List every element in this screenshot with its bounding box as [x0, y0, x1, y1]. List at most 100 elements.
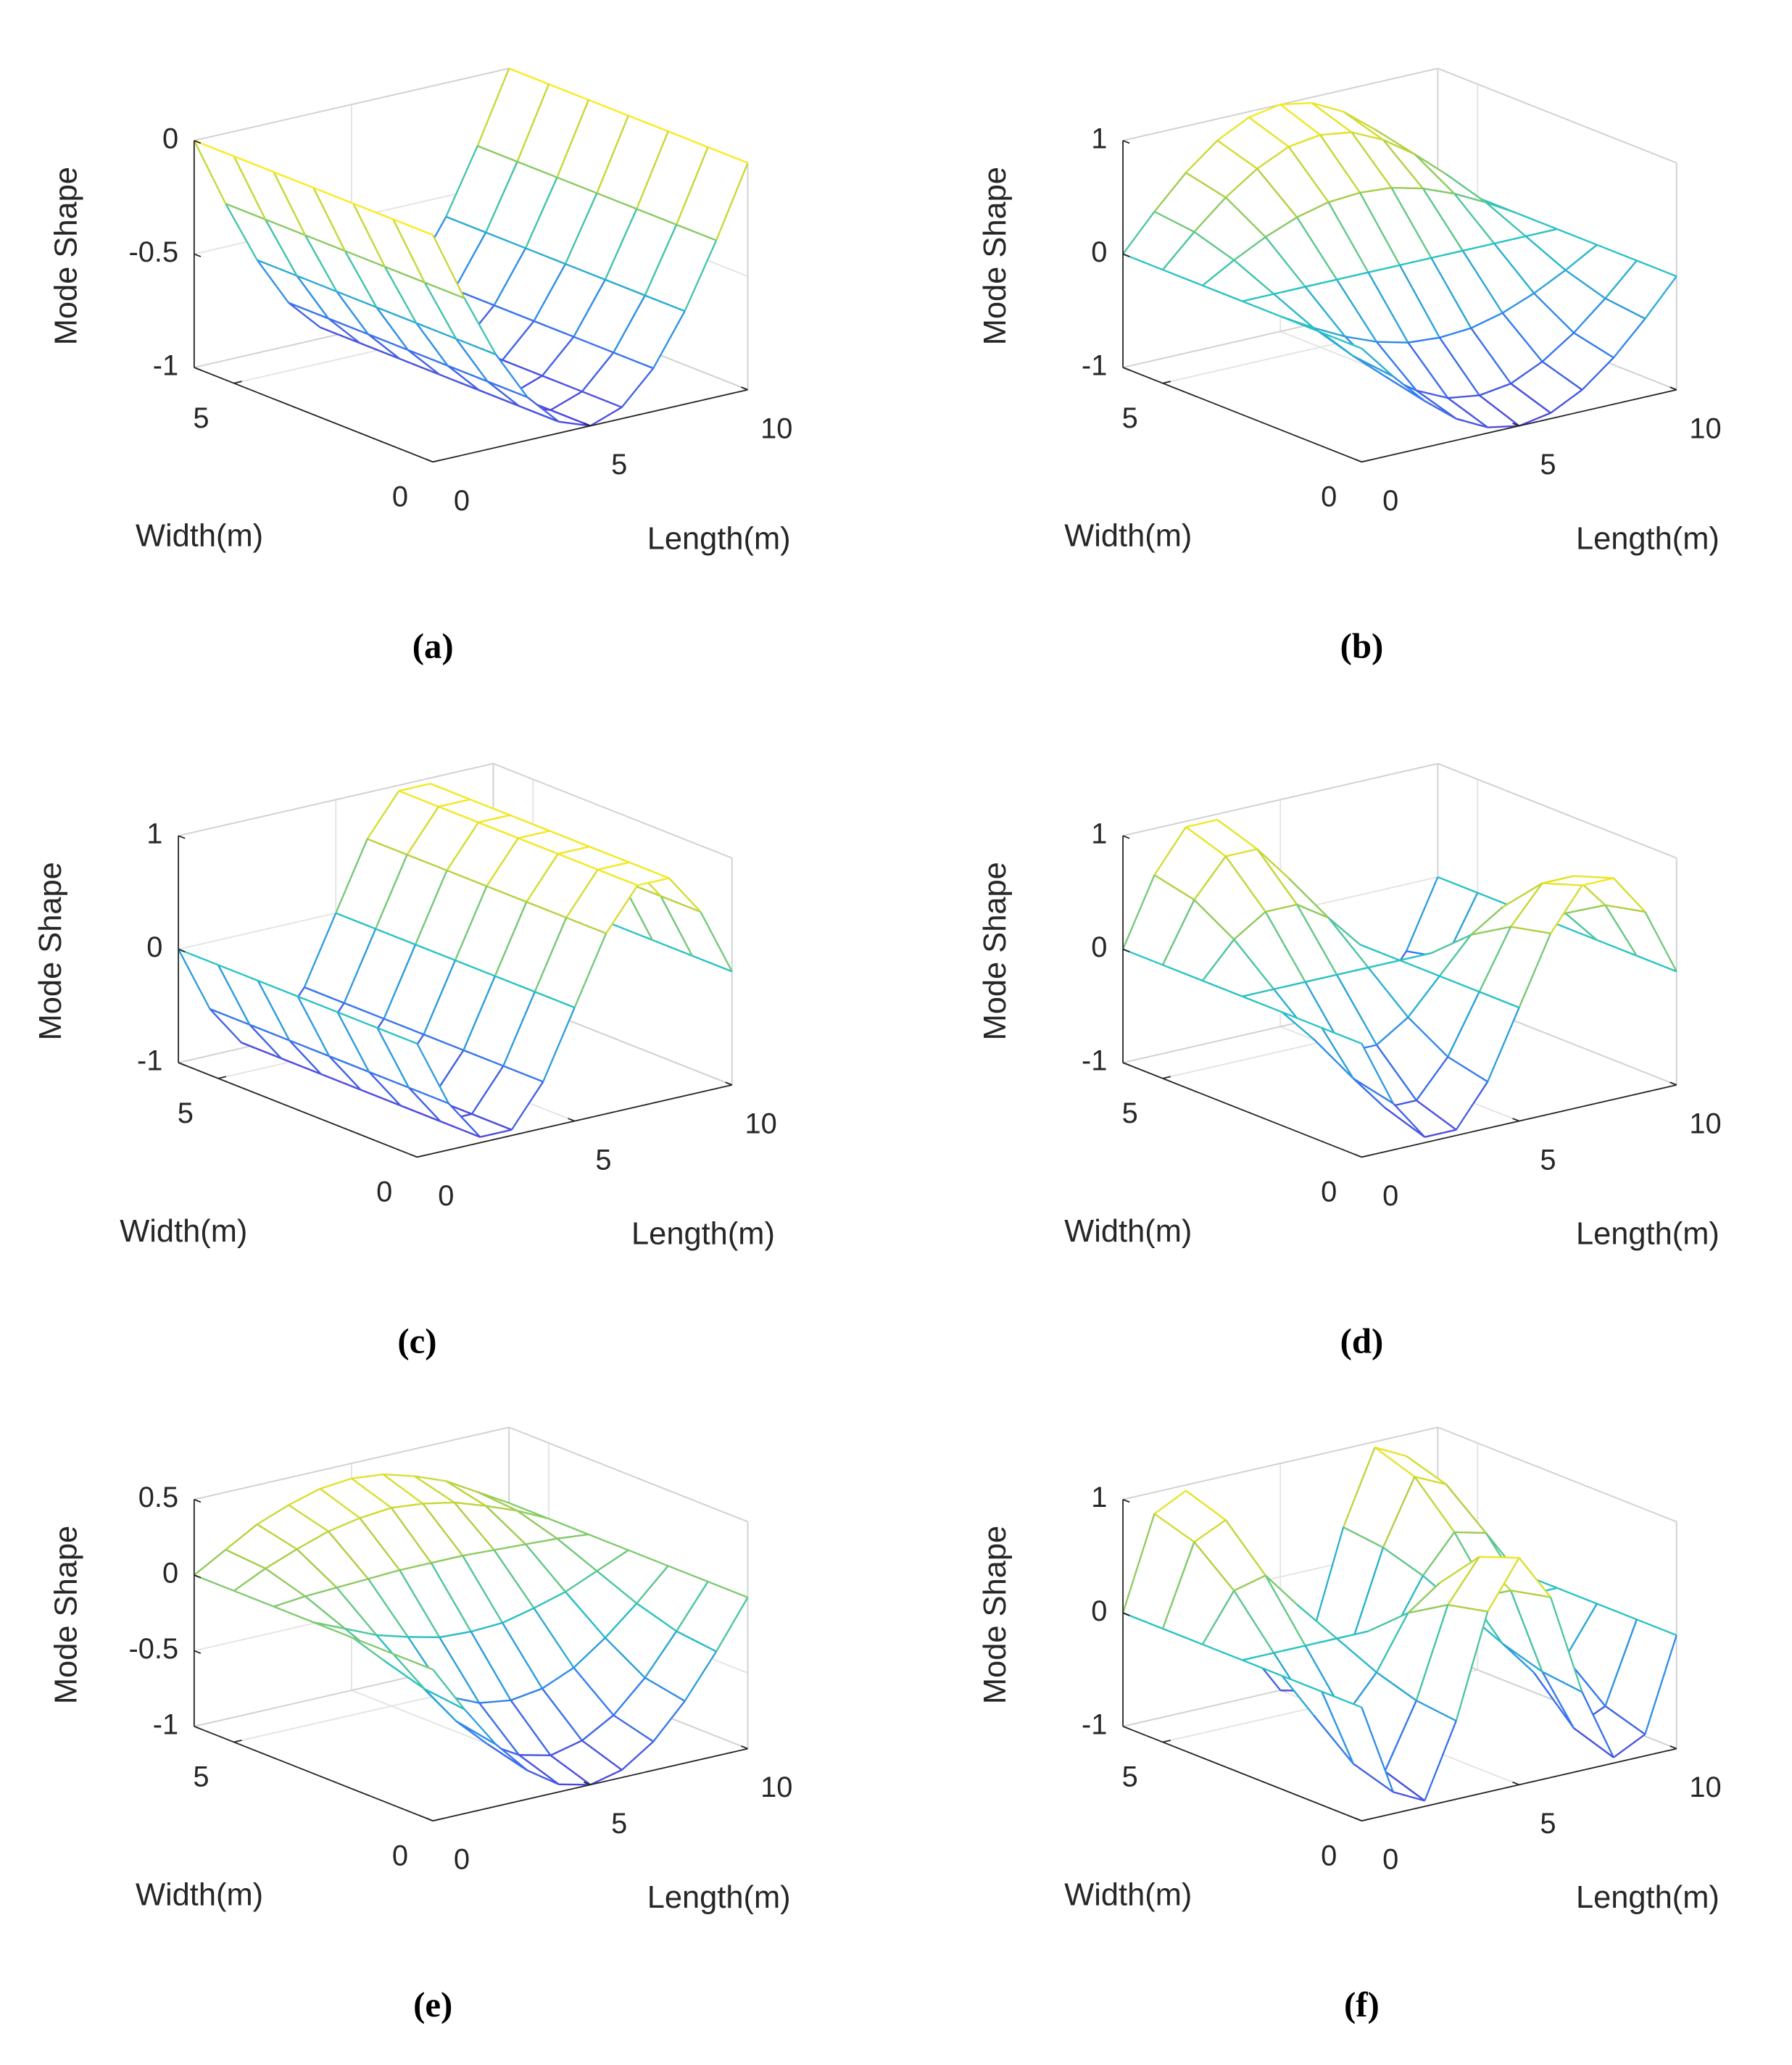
mesh-edge: [1431, 249, 1464, 259]
mesh-edge: [1216, 139, 1258, 170]
mesh-edge: [524, 177, 558, 249]
mesh-edge: [1202, 1643, 1243, 1661]
mesh-edge: [312, 187, 346, 252]
mesh-face: [391, 1503, 463, 1563]
mesh-face: [353, 203, 425, 283]
mesh-edge: [392, 1653, 426, 1690]
tick-mark: [1512, 1781, 1519, 1786]
mesh-edge: [525, 1543, 566, 1592]
mesh-edge: [1510, 882, 1543, 928]
mesh-face: [393, 1653, 465, 1710]
mesh-face: [494, 1544, 565, 1608]
mesh-edge: [1287, 877, 1330, 919]
mesh-edge: [233, 1568, 266, 1592]
mesh-edge: [423, 1501, 455, 1505]
mesh-face: [1448, 992, 1519, 1082]
mesh-edge: [1185, 818, 1218, 828]
tick-mark: [1669, 1081, 1677, 1086]
mesh-face: [455, 886, 527, 976]
mesh-edge: [422, 1503, 464, 1557]
mesh-edge: [257, 979, 299, 997]
mesh-edge: [304, 234, 338, 292]
mesh-edge: [344, 250, 386, 267]
x-tick-label: 5: [1540, 1808, 1556, 1840]
mesh-edge: [375, 928, 416, 946]
x-tick-label: 0: [1382, 485, 1398, 517]
mesh-edge: [1296, 904, 1338, 976]
mesh-edge: [368, 1071, 402, 1107]
mesh-edge: [542, 336, 575, 377]
mesh-face: [409, 1087, 481, 1137]
mesh-edge: [1518, 933, 1552, 1008]
mesh-face: [1382, 1476, 1455, 1576]
x-tick-label: 5: [595, 1144, 611, 1176]
mesh-edge: [445, 145, 478, 217]
mesh-edge: [257, 259, 298, 277]
mesh-edge: [1242, 1659, 1283, 1677]
mesh-edge: [414, 870, 448, 945]
mesh-face: [526, 177, 597, 265]
mesh-face: [1154, 173, 1226, 232]
mesh-edge: [1556, 228, 1598, 246]
mesh-edge: [257, 1504, 289, 1526]
mesh-edge: [1353, 1078, 1386, 1109]
mesh-face: [502, 320, 574, 376]
mesh-edge: [336, 291, 369, 335]
mesh-edge: [225, 202, 266, 220]
mesh-edge: [335, 839, 368, 914]
mesh-face: [486, 838, 558, 902]
mesh-edge: [629, 861, 670, 879]
subplot: -1 -0.5 0 0 5 0 5 10 Width(m) Length(m) Mode Shape…: [49, 67, 792, 665]
mesh-face: [1368, 960, 1440, 1018]
mesh-edge: [480, 1129, 513, 1138]
mesh-face: [289, 302, 360, 344]
x-tick-label: 10: [744, 1108, 776, 1140]
mesh-edge: [1122, 1612, 1163, 1630]
mesh-edge: [288, 302, 329, 320]
mesh-edge: [1573, 332, 1614, 359]
mesh-face: [424, 1689, 497, 1745]
mesh-face: [1320, 132, 1392, 193]
mesh-edge: [1273, 286, 1306, 295]
mesh-edge: [1162, 964, 1203, 982]
x-axis-label: Length(m): [647, 1880, 791, 1915]
mesh-edge: [700, 911, 733, 972]
z-tick-label: 0.5: [138, 1482, 178, 1513]
mesh-face: [518, 831, 590, 855]
mesh-edge: [604, 208, 638, 281]
caption: (b): [1340, 626, 1384, 665]
mesh-edge: [1454, 193, 1487, 204]
mesh-edge: [217, 964, 259, 982]
mesh-edge: [1556, 1587, 1598, 1605]
tick-mark: [1122, 253, 1130, 257]
mesh-face: [1337, 967, 1409, 1045]
mesh-edge: [476, 67, 510, 146]
tick-mark: [1669, 1745, 1677, 1750]
mesh-face: [1351, 132, 1423, 189]
mesh-edge: [462, 1555, 504, 1624]
mesh-edge: [628, 115, 669, 133]
mesh-edge: [265, 1568, 306, 1597]
mesh-edge: [565, 869, 599, 918]
mesh-edge: [406, 806, 440, 855]
mesh-edge: [1605, 904, 1646, 913]
mesh-edge: [1398, 265, 1440, 338]
mesh-edge: [399, 1569, 441, 1638]
mesh-face: [218, 965, 290, 1041]
y-axis: [194, 1725, 434, 1821]
mesh-face: [249, 1024, 321, 1074]
mesh-edge: [1438, 934, 1472, 977]
mesh-edge: [376, 307, 409, 351]
z-tick-label: -0.5: [129, 236, 179, 268]
mesh-edge: [564, 193, 598, 265]
mesh-edge: [1327, 917, 1369, 968]
mesh-edge: [1564, 269, 1606, 299]
mesh-edge: [431, 1555, 463, 1564]
x-tick-label: 0: [1382, 1180, 1398, 1212]
mesh-face: [439, 1632, 511, 1703]
mesh-edge: [296, 996, 331, 1057]
y-tick-label: 5: [193, 402, 209, 434]
mesh-edge: [502, 1065, 544, 1083]
mesh-edge: [1502, 292, 1535, 314]
mesh-edge: [1264, 911, 1306, 983]
